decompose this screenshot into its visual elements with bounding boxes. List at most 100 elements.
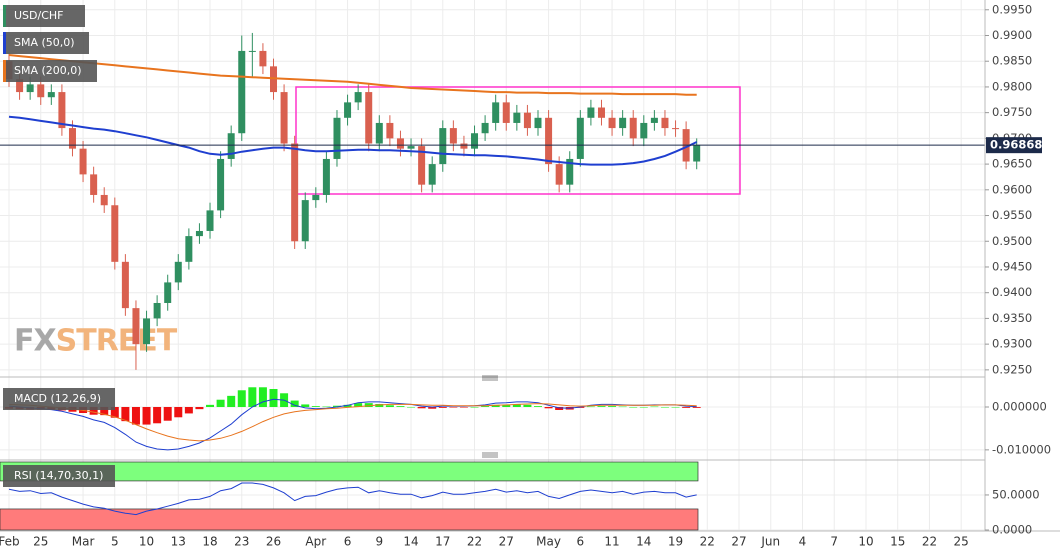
histogram-bar [660, 407, 669, 408]
candle-body [132, 308, 140, 345]
axes: Feb 25 Mar 5 10 13 18 23 26 Apr 6 9 14 17 22 27 May 6 11 14… [0, 2, 1051, 548]
x-tick-label: Apr [305, 535, 326, 549]
candle-body [354, 92, 362, 103]
candle-body [143, 318, 151, 345]
legend-label: SMA (50,0) [14, 36, 75, 49]
histogram-bar [121, 407, 130, 422]
candle-body [238, 50, 246, 134]
title-marker [3, 5, 6, 27]
candle-body [693, 145, 701, 162]
histogram-bar [491, 404, 500, 407]
x-tick-label: 14 [636, 535, 651, 549]
x-tick-label: 19 [668, 535, 683, 549]
candle-body [206, 210, 214, 231]
candle-body [227, 133, 235, 159]
histogram-bar [174, 407, 183, 418]
x-tick-label: 13 [171, 535, 186, 549]
candle-body [333, 117, 341, 159]
macd-line [8, 398, 697, 451]
oversold-zone [0, 508, 699, 531]
histogram-bar [449, 407, 458, 408]
histogram-bar [534, 406, 542, 407]
candle-body [365, 92, 373, 144]
candle-body [619, 117, 627, 129]
overbought-zone [0, 461, 699, 482]
histogram-bar [100, 407, 109, 416]
x-tick-label: 25 [954, 535, 969, 549]
histogram-bar [110, 407, 119, 418]
histogram-bar [428, 407, 437, 409]
y-tick-label: -0.010000 [992, 442, 1051, 456]
candle-body [661, 117, 669, 129]
candle-body [428, 164, 436, 185]
histogram-bar [216, 399, 225, 407]
candle-body [58, 92, 66, 129]
candle-body [502, 102, 510, 123]
x-tick-label: 6 [344, 535, 352, 549]
histogram-bar [470, 407, 479, 408]
histogram-bar [385, 405, 394, 407]
candle-body [47, 92, 55, 98]
rsi-title-box [3, 465, 115, 487]
histogram-bar [586, 406, 595, 408]
title-box [3, 5, 85, 27]
y-tick-label: 0.9750 [992, 105, 1032, 119]
y-tick-label: 50.0000 [992, 487, 1040, 501]
candle-body [576, 117, 584, 159]
y-tick-label: 0.9400 [992, 285, 1032, 299]
candle-body [174, 261, 182, 283]
histogram-bar [692, 407, 701, 408]
histogram-bar [407, 407, 416, 408]
x-tick-label: 27 [731, 535, 746, 549]
candle-body [375, 122, 383, 144]
candle-body [523, 112, 531, 129]
histogram-bar [343, 404, 352, 407]
candle-body [322, 158, 330, 195]
x-tick-label: 25 [33, 535, 48, 549]
candle-body [121, 261, 129, 309]
histogram-bar [523, 404, 532, 407]
candle-body [640, 122, 648, 139]
macd-title: MACD (12,26,9) [14, 392, 101, 405]
candle-body [439, 128, 447, 165]
candle-body [270, 66, 277, 93]
histogram-bar [671, 407, 680, 408]
histogram-bar [438, 407, 447, 408]
y-tick-label: 0.9550 [992, 208, 1032, 222]
chart-title: USD/CHF [14, 9, 64, 22]
x-tick-label: 10 [858, 535, 873, 549]
x-tick-label: 15 [890, 535, 905, 549]
candle-body [68, 128, 76, 149]
histogram-bar [512, 404, 521, 407]
histogram-bar [639, 407, 648, 408]
histogram-bar [195, 407, 204, 410]
histogram-bar [163, 407, 172, 421]
histogram-bar [375, 404, 384, 407]
y-tick-label: 0.0000 [992, 523, 1032, 537]
histogram-bar [269, 389, 278, 407]
candle-body [545, 117, 553, 165]
histogram-bar [629, 407, 638, 408]
sma-line [8, 115, 698, 166]
histogram-bar [544, 407, 553, 409]
candle-body [301, 200, 309, 242]
candle-body [153, 302, 161, 319]
x-tick-label: 23 [234, 535, 249, 549]
x-tick-label: 22 [922, 535, 937, 549]
histogram-bar [364, 403, 373, 407]
histogram-bar [417, 407, 426, 409]
x-tick-label: 7 [830, 535, 838, 549]
histogram-bar [354, 403, 363, 407]
histogram-bar [131, 407, 140, 425]
resize-handle[interactable] [482, 375, 498, 458]
histogram-bar [184, 407, 193, 414]
histogram-bar [459, 407, 468, 408]
x-tick-label: 22 [467, 535, 482, 549]
candle-body [79, 148, 87, 175]
candle-body [449, 128, 457, 144]
y-tick-label: 0.9900 [992, 28, 1032, 42]
histogram-bar [153, 407, 162, 424]
marks [0, 32, 985, 516]
macd-line [8, 403, 697, 442]
